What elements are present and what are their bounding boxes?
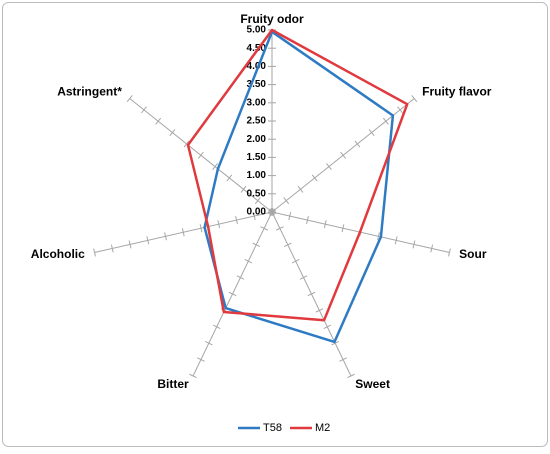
tick-mark <box>240 185 247 193</box>
tick-mark <box>197 151 204 159</box>
category-label: Fruity flavor <box>422 84 492 98</box>
tick-label: 1.00 <box>247 170 267 181</box>
tick-mark <box>412 240 416 249</box>
tick-mark <box>283 242 292 247</box>
tick-mark <box>306 216 309 225</box>
tick-mark <box>288 212 292 221</box>
tick-mark <box>340 151 347 159</box>
category-label: Bitter <box>157 377 189 391</box>
tick-mark <box>197 357 205 362</box>
category-label: Astringent* <box>57 84 122 98</box>
tick-mark <box>323 220 327 229</box>
tick-label: 3.50 <box>247 79 267 90</box>
tick-mark <box>430 244 434 253</box>
tick-label: 1.50 <box>247 152 267 163</box>
tick-mark <box>199 224 203 233</box>
chart-frame <box>2 2 548 447</box>
tick-mark <box>155 117 162 125</box>
tick-mark <box>448 248 451 257</box>
tick-mark <box>326 163 332 171</box>
tick-mark <box>291 259 300 264</box>
tick-mark <box>411 95 418 102</box>
tick-mark <box>297 185 304 193</box>
tick-mark <box>169 129 176 137</box>
tick-mark <box>331 340 339 346</box>
tick-mark <box>252 212 256 221</box>
tick-mark <box>382 117 389 125</box>
tick-mark <box>128 240 132 249</box>
tick-mark <box>254 197 261 205</box>
tick-mark <box>315 308 324 313</box>
tick-mark <box>93 248 96 257</box>
tick-mark <box>299 275 308 280</box>
tick-mark <box>354 140 361 148</box>
tick-mark <box>397 106 403 114</box>
tick-label: 0.50 <box>247 188 267 199</box>
category-label: Sweet <box>355 377 390 391</box>
tick-mark <box>235 216 238 225</box>
tick-mark <box>183 140 190 148</box>
tick-label: 3.00 <box>247 97 267 108</box>
legend-label: T58 <box>263 422 282 434</box>
tick-mark <box>110 244 114 253</box>
tick-mark <box>394 236 398 245</box>
tick-label: 0.00 <box>247 207 267 218</box>
category-label: Sour <box>459 247 487 261</box>
tick-mark <box>244 259 253 264</box>
tick-mark <box>347 373 355 379</box>
tick-label: 4.00 <box>247 61 267 72</box>
category-label: Fruity odor <box>240 12 304 26</box>
tick-label: 5.00 <box>247 25 267 36</box>
tick-label: 2.50 <box>247 116 267 127</box>
tick-mark <box>217 220 221 229</box>
tick-mark <box>164 232 167 241</box>
tick-mark <box>252 242 261 247</box>
tick-mark <box>323 324 332 329</box>
tick-mark <box>126 95 133 102</box>
series-line <box>203 30 395 344</box>
tick-mark <box>228 291 237 297</box>
tick-mark <box>189 373 197 379</box>
tick-mark <box>276 226 284 231</box>
tick-mark <box>212 324 221 329</box>
tick-mark <box>212 163 218 171</box>
tick-mark <box>307 291 316 297</box>
tick-mark <box>377 232 380 241</box>
tick-mark <box>283 197 290 205</box>
tick-mark <box>269 208 275 216</box>
tick-mark <box>260 226 268 231</box>
tick-label: 2.00 <box>247 134 267 145</box>
tick-mark <box>368 129 375 137</box>
legend-label: M2 <box>315 422 330 434</box>
tick-mark <box>226 174 233 182</box>
tick-mark <box>311 174 318 182</box>
tick-mark <box>146 236 150 245</box>
tick-mark <box>205 340 213 346</box>
tick-mark <box>181 228 185 237</box>
category-label: Alcoholic <box>31 247 85 261</box>
series-line <box>186 28 409 322</box>
tick-mark <box>236 275 245 280</box>
tick-label: 4.50 <box>247 43 267 54</box>
tick-mark <box>141 106 147 114</box>
tick-mark <box>341 224 345 233</box>
tick-mark <box>339 357 347 362</box>
